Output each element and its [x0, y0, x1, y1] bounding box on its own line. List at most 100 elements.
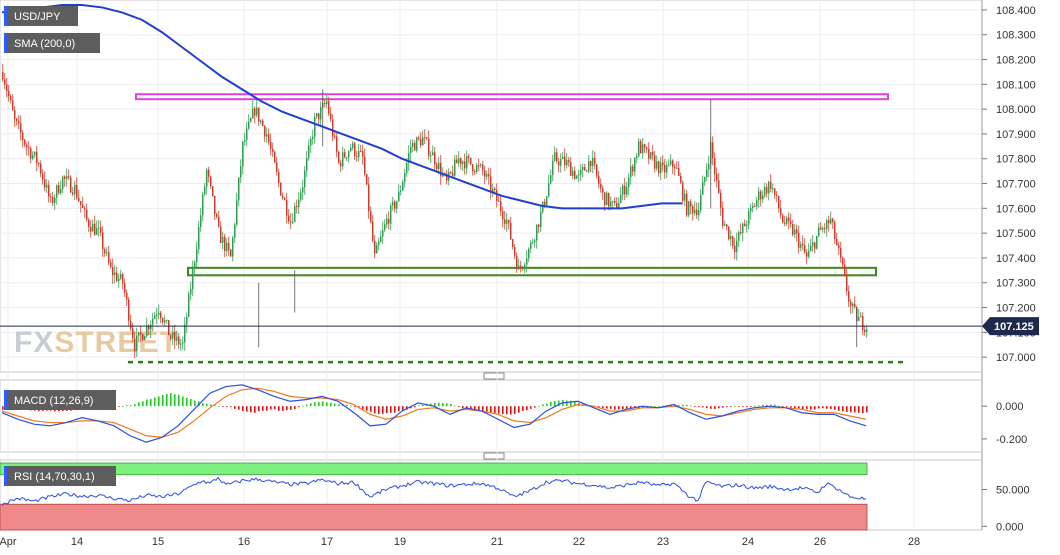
rsi-panel [0, 462, 868, 531]
candle-body [652, 152, 654, 156]
candle-body [778, 196, 780, 209]
candle-body [732, 236, 734, 246]
candle-body [718, 180, 720, 193]
candle-body [708, 163, 710, 170]
candle-body [712, 142, 714, 159]
candle-body [814, 242, 816, 249]
macd-histogram-bar [414, 406, 416, 408]
candle-body [136, 335, 138, 352]
price-tick-label: 107.300 [996, 278, 1036, 290]
macd-histogram-bar [794, 406, 796, 409]
fxstreet-watermark: FXSTREET [14, 326, 179, 359]
macd-histogram-bar [782, 406, 784, 407]
candle-body [214, 195, 216, 214]
candle-body [118, 278, 120, 281]
candle-body [170, 335, 172, 339]
candle-body [84, 207, 86, 210]
rsi-tick-label: 50.000 [996, 484, 1030, 496]
candle-body [168, 320, 170, 336]
candle-body [690, 201, 692, 207]
time-tick-label: Apr [0, 536, 17, 548]
price-tick-label: 107.900 [996, 129, 1036, 141]
candle-body [810, 245, 812, 252]
candle-body [208, 169, 210, 177]
sma-chip-accent [4, 33, 7, 53]
time-tick-label: 19 [394, 536, 406, 548]
symbol-chip-accent [4, 6, 7, 26]
macd-histogram-bar [210, 404, 212, 407]
macd-histogram-bar [438, 402, 440, 407]
candle-body [452, 172, 454, 176]
macd-histogram-bar [846, 406, 848, 412]
time-tick-label: 24 [742, 536, 754, 548]
candle-body [854, 303, 856, 307]
candle-body [644, 144, 646, 148]
macd-histogram-bar [698, 406, 700, 407]
price-tick-label: 108.100 [996, 79, 1036, 91]
candle-body [806, 252, 808, 257]
candle-body [300, 192, 302, 200]
macd-histogram-bar [758, 405, 760, 407]
macd-histogram-bar [362, 406, 364, 410]
candle-body [404, 173, 406, 183]
macd-tick-label: -0.200 [996, 434, 1027, 446]
candle-body [296, 206, 298, 208]
macd-histogram-bar [190, 399, 192, 407]
candle-body [534, 240, 536, 243]
macd-histogram-bar [206, 403, 208, 407]
candle-body [112, 266, 114, 276]
candle-body [540, 211, 542, 227]
candle-body [866, 329, 868, 332]
candle-body [384, 224, 386, 231]
candle-body [580, 169, 582, 175]
candle-body [512, 239, 514, 247]
rsi-chip-accent [4, 466, 7, 486]
macd-histogram-bar [474, 406, 476, 412]
candle-body [684, 193, 686, 201]
last-price-tag [982, 317, 1039, 336]
macd-histogram-bar [618, 406, 620, 410]
candle-body [98, 227, 100, 229]
panel-resize-grip-1[interactable] [483, 452, 505, 460]
macd-histogram-bar [178, 394, 180, 407]
macd-histogram-bar [598, 406, 600, 408]
macd-histogram-bar [834, 406, 836, 410]
macd-histogram-bar [274, 406, 276, 410]
macd-histogram-bar [146, 399, 148, 407]
candle-body [268, 134, 270, 143]
candle-body [180, 343, 182, 345]
candle-body [220, 226, 222, 243]
candle-body [310, 139, 312, 146]
candle-body [398, 191, 400, 202]
macd-histogram-bar [174, 394, 176, 407]
candle-body [228, 242, 230, 250]
candle-body [248, 121, 250, 129]
candle-body [500, 201, 502, 212]
candle-body [654, 155, 656, 169]
price-tick-label: 107.200 [996, 303, 1036, 315]
macd-histogram-bar [226, 406, 228, 407]
macd-histogram-bar [634, 406, 636, 408]
candle-body [66, 176, 68, 179]
macd-histogram-bar [838, 406, 840, 411]
candle-body [302, 187, 304, 193]
candle-body [694, 209, 696, 214]
candle-body [166, 320, 168, 322]
macd-histogram-bar [730, 406, 732, 407]
macd-histogram-bar [286, 406, 288, 411]
panel-resize-grip-0[interactable] [483, 372, 505, 380]
macd-histogram-bar [214, 405, 216, 407]
macd-histogram-bar [142, 401, 144, 407]
candle-body [666, 165, 668, 173]
candle-body [56, 185, 58, 198]
time-tick-label: 15 [152, 536, 164, 548]
candle-body [346, 157, 348, 159]
watermark-street: STREET [54, 326, 178, 359]
candle-body [274, 151, 276, 163]
candle-body [842, 257, 844, 265]
macd-tick-label: 0.000 [996, 401, 1024, 413]
time-tick-label: 22 [573, 536, 585, 548]
candle-body [424, 137, 426, 139]
candle-body [188, 294, 190, 317]
